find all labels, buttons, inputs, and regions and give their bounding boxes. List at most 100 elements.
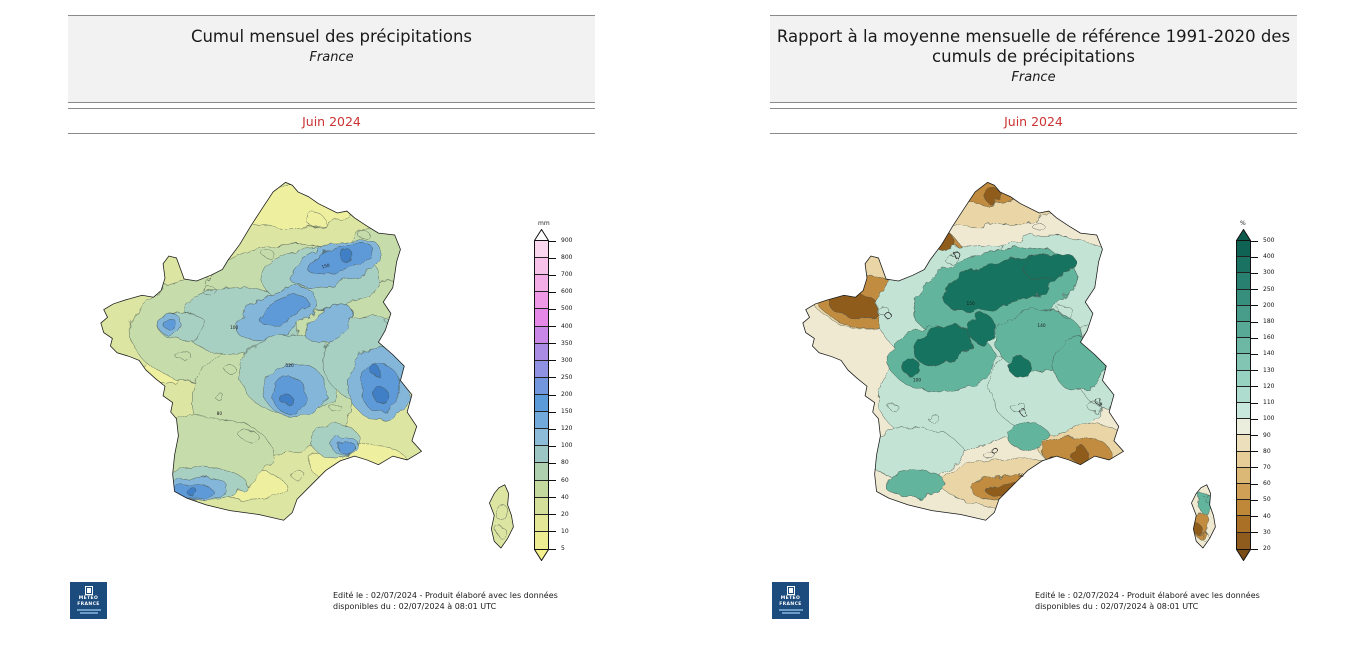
legend-tick-mark [1251, 256, 1258, 258]
header-box: Cumul mensuel des précipitations France [68, 15, 595, 103]
contour-value-labels: 150 100 120 80 [217, 262, 331, 416]
legend-segment [535, 377, 548, 395]
legend-tick-mark [1251, 516, 1258, 518]
legend-tick-label: 500 [561, 305, 573, 313]
legend-tick-mark [549, 240, 556, 242]
legend-tick-mark [1251, 370, 1258, 372]
legend-tick-label: 120 [1263, 382, 1275, 390]
edition-notice: Edité le : 02/07/2024 - Produit élaboré … [1035, 590, 1307, 612]
ratio-map-france: 150 100 140 50 [802, 181, 1216, 549]
legend-tick-mark [549, 531, 556, 533]
legend-tick-label: 80 [1263, 447, 1271, 455]
svg-text:100: 100 [230, 325, 238, 331]
legend-color-bar [534, 241, 549, 549]
logo-text-line1: METEO [78, 596, 99, 601]
legend-tick-label: 100 [561, 442, 573, 450]
legend-tick-mark [549, 428, 556, 430]
legend-tick-label: 250 [1263, 285, 1275, 293]
legend-unit-label: % [1240, 220, 1246, 227]
legend-segment [535, 514, 548, 532]
legend-segment [1237, 386, 1250, 404]
legend-tick-mark [1251, 272, 1258, 274]
legend-tick-mark [549, 411, 556, 413]
legend-segment [535, 292, 548, 310]
header-box: Rapport à la moyenne mensuelle de référe… [770, 15, 1297, 103]
svg-text:150: 150 [967, 301, 975, 307]
legend-segment [535, 258, 548, 276]
svg-text:100: 100 [913, 377, 921, 383]
legend-segment [535, 360, 548, 378]
france-outline [802, 181, 1216, 549]
page-title: Rapport à la moyenne mensuelle de référe… [776, 27, 1291, 67]
legend-segment [535, 429, 548, 447]
legend-tick-mark [549, 274, 556, 276]
date-strip: Juin 2024 [770, 108, 1297, 134]
legend-tick-mark [1251, 305, 1258, 307]
meteo-france-logo: METEO FRANCE [772, 582, 809, 619]
svg-text:120: 120 [286, 363, 294, 369]
legend-tick-mark [549, 291, 556, 293]
panel-precipitation-totals: Cumul mensuel des précipitations France … [68, 8, 595, 641]
legend-tick-mark [1251, 548, 1258, 550]
legend-tick-label: 150 [561, 408, 573, 416]
legend-segment [1237, 338, 1250, 355]
legend-segment [1237, 354, 1250, 371]
legend-tick-mark [1251, 483, 1258, 485]
legend-tick-label: 90 [1263, 431, 1271, 439]
legend-tick-mark [549, 308, 556, 310]
legend-segment [1237, 451, 1250, 468]
legend-tick-label: 50 [1263, 496, 1271, 504]
legend-color-bar [1236, 241, 1251, 549]
color-scale-legend: mm 900 800 700 600 500 400 350 300 250 200 150 120 1… [534, 220, 596, 561]
legend-tick-mark [1251, 321, 1258, 323]
legend-bar: 900 800 700 600 500 400 350 300 250 200 150 120 100 8… [534, 229, 596, 561]
legend-tick-label: 600 [561, 288, 573, 296]
legend-tick-mark [549, 497, 556, 499]
panel-precipitation-ratio: Rapport à la moyenne mensuelle de référe… [770, 8, 1297, 641]
legend-arrow-up [534, 229, 549, 241]
legend-tick-mark [1251, 418, 1258, 420]
legend-tick-label: 140 [1263, 350, 1275, 358]
contour-value-labels: 150 100 140 50 [913, 301, 1046, 479]
legend-tick-mark [1251, 337, 1258, 339]
legend-segment [1237, 403, 1250, 420]
edition-notice-line1: Edité le : 02/07/2024 - Produit élaboré … [333, 591, 558, 600]
legend-tick-mark [549, 480, 556, 482]
legend-tick-label: 60 [1263, 480, 1271, 488]
legend-segment [1237, 500, 1250, 517]
color-scale-legend: % 500 400 300 250 200 180 160 140 130 120 110 100 90… [1236, 220, 1298, 561]
page-subtitle: France [309, 50, 354, 66]
date-strip: Juin 2024 [68, 108, 595, 134]
legend-tick-mark [549, 377, 556, 379]
edition-notice: Edité le : 02/07/2024 - Produit élaboré … [333, 590, 605, 612]
legend-unit-label: mm [538, 220, 550, 227]
legend-tick-label: 40 [1263, 512, 1271, 520]
logo-text-line1: METEO [780, 596, 801, 601]
svg-text:150: 150 [321, 262, 331, 270]
legend-tick-mark [549, 257, 556, 259]
legend-tick-label: 300 [1263, 269, 1275, 277]
legend-tick-label: 70 [1263, 463, 1271, 471]
legend-segment [1237, 305, 1250, 323]
logo-emblem-icon [84, 586, 93, 595]
legend-segment [1237, 241, 1250, 258]
legend-tick-label: 10 [561, 527, 569, 535]
legend-tick-mark [1251, 451, 1258, 453]
date-label: Juin 2024 [302, 114, 361, 129]
logo-fineprint-bar [76, 609, 101, 611]
legend-tick-label: 400 [1263, 253, 1275, 261]
legend-tick-label: 20 [561, 510, 569, 518]
legend-tick-label: 120 [561, 425, 573, 433]
legend-tick-label: 100 [1263, 415, 1275, 423]
legend-tick-mark [1251, 532, 1258, 534]
legend-segment [535, 326, 548, 344]
legend-segment [1237, 435, 1250, 452]
legend-tick-label: 30 [1263, 528, 1271, 536]
logo-text-line2: FRANCE [77, 601, 100, 607]
legend-tick-mark [549, 343, 556, 345]
legend-tick-mark [549, 360, 556, 362]
legend-tick-label: 200 [561, 391, 573, 398]
legend-tick-label: 250 [561, 373, 573, 381]
logo-fineprint-bar [781, 612, 800, 614]
page-title: Cumul mensuel des précipitations [190, 27, 473, 46]
